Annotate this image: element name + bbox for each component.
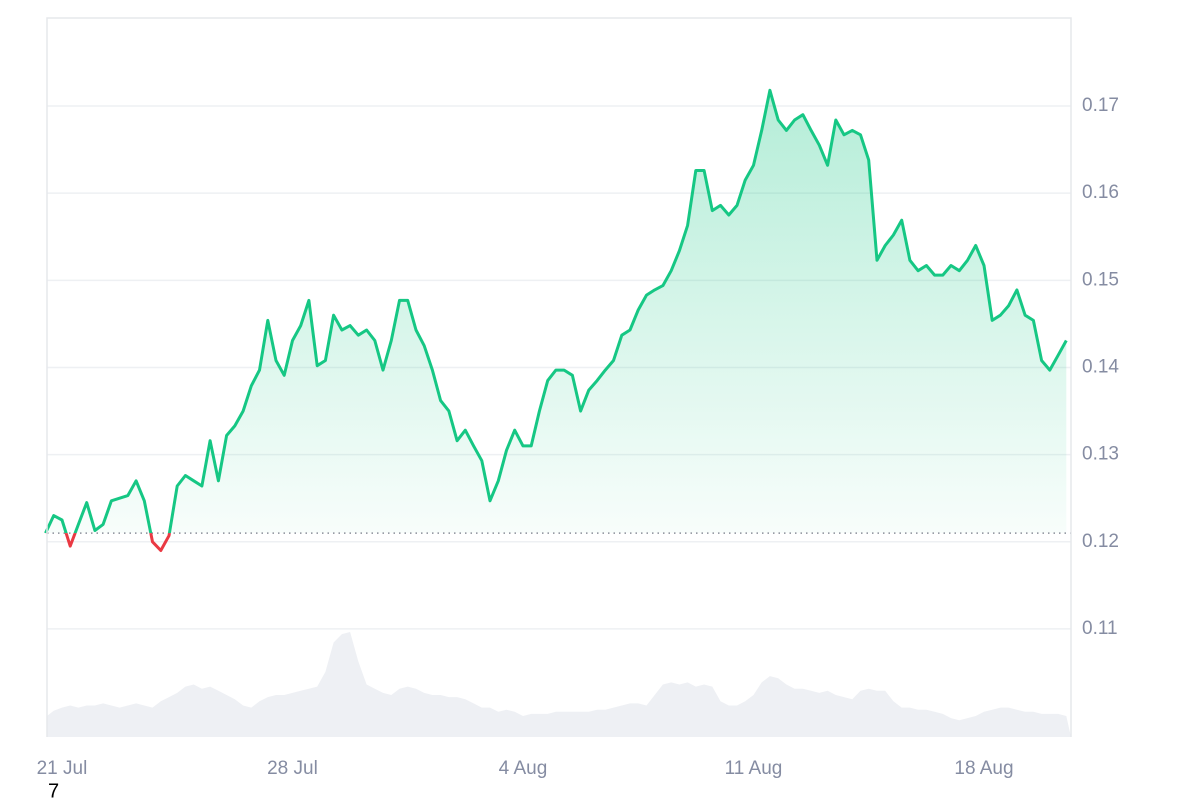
stray-label: 7 xyxy=(48,780,59,800)
y-tick-label: 0.11 xyxy=(1082,618,1118,639)
plot-frame xyxy=(46,17,1072,737)
volume-layer xyxy=(47,632,1071,737)
y-tick-label: 0.16 xyxy=(1082,182,1119,203)
y-tick-label: 0.17 xyxy=(1082,95,1119,116)
x-tick-label: 21 Jul xyxy=(37,758,88,779)
y-tick-label: 0.13 xyxy=(1082,444,1119,465)
y-tick-label: 0.14 xyxy=(1082,356,1119,377)
y-tick-label: 0.15 xyxy=(1082,269,1119,290)
y-tick-label: 0.12 xyxy=(1082,531,1119,552)
x-tick-label: 4 Aug xyxy=(499,758,548,779)
x-tick-label: 11 Aug xyxy=(725,758,783,779)
x-tick-label: 18 Aug xyxy=(954,758,1013,779)
x-tick-label: 28 Jul xyxy=(267,758,318,779)
price-layer xyxy=(44,88,1071,552)
volume-area xyxy=(47,632,1071,737)
price-line xyxy=(44,88,1068,534)
labels-layer: 0.11 0.12 0.13 0.14 0.15 0.16 0.17 21 Jul 28 Jul… xyxy=(37,95,1120,779)
price-area xyxy=(45,90,1067,534)
